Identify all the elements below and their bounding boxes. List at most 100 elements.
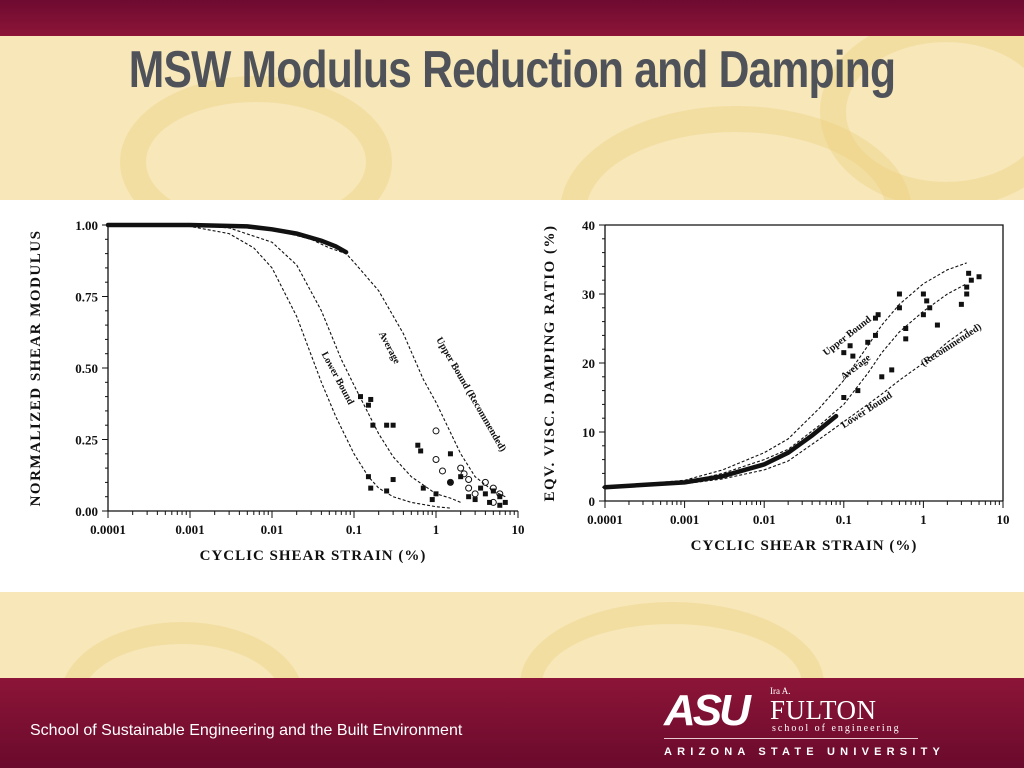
series-average: [604, 283, 967, 488]
data-point-square: [429, 497, 435, 503]
y-tick-label: 20: [582, 356, 595, 371]
data-point-circle: [489, 498, 497, 506]
data-point-square: [365, 402, 371, 408]
data-point-square: [875, 312, 881, 318]
data-point-circle: [438, 467, 446, 475]
x-tick-label: 10: [997, 512, 1010, 527]
data-point-circle: [457, 464, 465, 472]
series-lower-bound: [107, 224, 451, 509]
data-point-square: [420, 485, 426, 491]
data-point-square: [458, 474, 464, 480]
data-point-square: [964, 284, 970, 290]
top-banner: [0, 0, 1024, 36]
y-tick-label: 0.50: [75, 361, 98, 376]
data-point-square: [896, 291, 902, 297]
modulus-reduction-chart: 0.0001 0.001 0.01 0.1 1 10 0.00 0.25 0.50 0.75 1.0…: [28, 218, 525, 564]
series-average: [108, 224, 461, 503]
data-point-square: [879, 374, 885, 380]
damping-ratio-chart: 0.0001 0.001 0.01 0.1 1 10 0 10 20 30 40 CYCLIC SHE…: [542, 218, 1010, 554]
data-point-square: [903, 336, 909, 342]
footer-text: School of Sustainable Engineering and th…: [30, 722, 463, 739]
x-tick-label: 0.01: [261, 522, 284, 537]
data-point-square: [927, 305, 933, 311]
data-point-square: [966, 270, 972, 276]
x-tick-label: 0.01: [753, 512, 776, 527]
y-tick-label: 1.00: [75, 218, 98, 233]
data-point-square: [418, 448, 424, 454]
y-axis-label: EQV. VISC. DAMPING RATIO (%): [542, 224, 558, 501]
data-point-square: [850, 353, 856, 359]
data-point-circle: [496, 490, 504, 498]
data-point-circle: [432, 456, 440, 464]
data-point-square: [968, 277, 974, 283]
series-measured-thick: [602, 413, 839, 490]
data-point-square: [370, 422, 376, 428]
data-point-circle: [471, 490, 479, 498]
footer-bar: [0, 678, 1024, 768]
data-point-circle: [465, 476, 473, 484]
x-tick-label: 0.0001: [587, 512, 623, 527]
data-point-square: [841, 350, 847, 356]
series-lower-bound-recommended: [604, 328, 968, 488]
x-tick-label: 1: [920, 512, 927, 527]
x-tick-label: 0.1: [836, 512, 852, 527]
x-axis-label: CYCLIC SHEAR STRAIN (%): [691, 538, 918, 554]
data-point-square: [502, 499, 508, 505]
logo-university: ARIZONA STATE UNIVERSITY: [664, 746, 946, 758]
data-point-square: [466, 494, 472, 500]
data-point-square: [958, 301, 964, 307]
data-point-square: [872, 315, 878, 321]
logo-fulton: FULTON: [770, 695, 877, 725]
data-point-square: [924, 298, 930, 304]
x-tick-label: 0.001: [670, 512, 699, 527]
data-point-square: [964, 291, 970, 297]
asu-logo: ASU: [664, 686, 751, 735]
data-point-square: [390, 477, 396, 483]
data-point-square: [365, 474, 371, 480]
bottom-band: [0, 592, 1024, 678]
data-point-circle: [432, 427, 440, 435]
data-point-square: [847, 343, 853, 349]
y-tick-label: 30: [582, 287, 595, 302]
figure-area: 0.0001 0.001 0.01 0.1 1 10 0.00 0.25 0.50 0.75 1.0…: [0, 200, 1024, 592]
y-tick-label: 10: [582, 425, 595, 440]
data-point-square: [390, 422, 396, 428]
x-tick-label: 1: [433, 522, 440, 537]
data-point-square: [384, 488, 390, 494]
data-point-square: [872, 332, 878, 338]
data-point-square: [865, 339, 871, 345]
x-tick-label: 0.001: [175, 522, 204, 537]
axis-lines: [604, 225, 1003, 502]
data-point-square: [415, 442, 421, 448]
data-point-square: [841, 395, 847, 400]
data-point-square: [855, 388, 861, 394]
data-point-square: [368, 396, 374, 402]
data-point-square: [903, 326, 909, 331]
data-point-square: [368, 485, 374, 491]
curve-label: Upper Bound: [821, 314, 874, 359]
y-tick-label: 0.00: [75, 504, 98, 519]
y-axis-label: NORMALIZED SHEAR MODULUS: [28, 230, 44, 507]
data-point-square: [482, 491, 488, 497]
data-point-square: [920, 312, 926, 318]
logo-school: school of engineering: [772, 723, 901, 734]
x-axis-label: CYCLIC SHEAR STRAIN (%): [200, 548, 427, 564]
logo-ira: Ira A.: [770, 686, 791, 696]
title-band: [0, 36, 1024, 200]
slide-title: MSW Modulus Reduction and Damping: [128, 41, 896, 99]
data-point-circle: [460, 470, 468, 478]
curve-label: Average: [376, 330, 402, 366]
data-point-circle: [481, 478, 489, 486]
figure-svg: 0.0001 0.001 0.01 0.1 1 100.000.250.500.751.0…: [28, 218, 1010, 564]
data-point-square: [478, 485, 484, 491]
axis-frame: [605, 224, 1004, 501]
data-point-square: [976, 274, 982, 280]
data-point-square: [447, 479, 453, 485]
x-tick-label: 10: [512, 522, 525, 537]
y-tick-label: 40: [582, 218, 595, 233]
data-point-square: [447, 451, 453, 457]
y-tick-label: 0.75: [75, 290, 98, 305]
curve-label: Average: [839, 352, 874, 382]
series-measured-thick: [105, 222, 349, 255]
curve-label: Upper Bound (Recommended): [433, 335, 508, 453]
